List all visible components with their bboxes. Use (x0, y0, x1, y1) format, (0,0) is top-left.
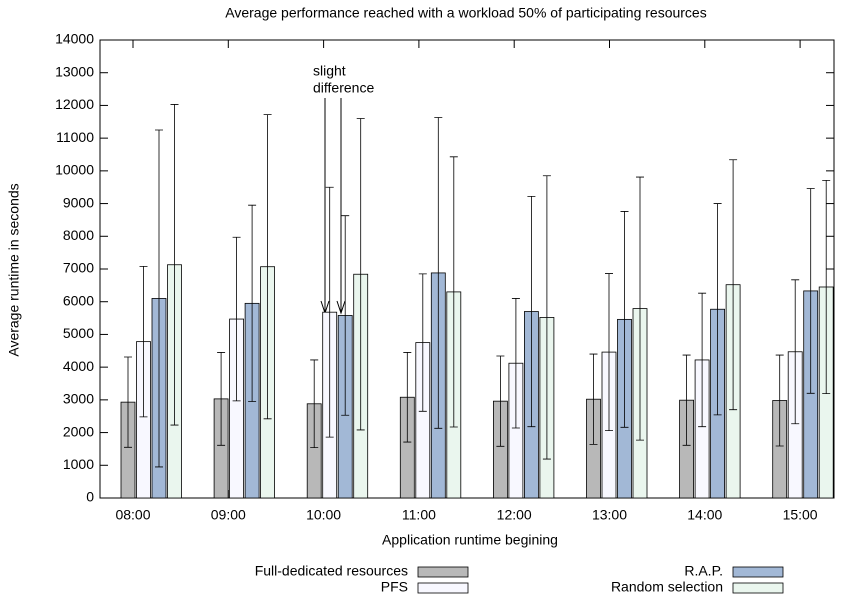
y-tick-label: 4000 (63, 358, 94, 374)
legend-label: R.A.P. (684, 563, 723, 579)
error-bar (511, 298, 520, 429)
legend-label: Random selection (611, 579, 723, 595)
legend-swatch (417, 582, 469, 594)
legend-swatch (732, 566, 784, 578)
error-bar (682, 354, 691, 446)
x-tick-label: 13:00 (592, 507, 627, 523)
legend-swatch (732, 582, 784, 594)
x-tick-label: 11:00 (402, 507, 436, 523)
x-axis-title: Application runtime begining (382, 532, 558, 548)
legend-label: Full-dedicated resources (255, 563, 408, 579)
x-tick-label: 15:00 (783, 507, 818, 523)
y-tick-label: 6000 (63, 292, 94, 308)
y-tick-label: 8000 (63, 227, 94, 243)
chart-title: Average performance reached with a workl… (225, 5, 706, 21)
legend-swatch (417, 566, 469, 578)
y-tick-label: 9000 (63, 194, 94, 210)
x-tick-label: 14:00 (687, 507, 722, 523)
error-bar (341, 215, 350, 416)
y-tick-label: 13000 (55, 63, 94, 79)
error-bar (589, 353, 598, 445)
y-tick-label: 10000 (55, 162, 94, 178)
error-bar (170, 104, 179, 426)
error-bar (729, 159, 738, 411)
x-tick-label: 08:00 (115, 507, 150, 523)
y-tick-label: 5000 (63, 325, 94, 341)
error-bar (775, 354, 784, 447)
error-bar (248, 204, 257, 402)
error-bar (791, 279, 800, 425)
error-bar (620, 211, 629, 428)
error-bar (310, 359, 319, 449)
y-tick-label: 1000 (63, 456, 94, 472)
y-axis-title: Average runtime in seconds (6, 183, 22, 356)
error-bar (713, 203, 722, 416)
error-bar (527, 195, 536, 428)
legend-label: PFS (381, 579, 408, 595)
error-bar (434, 117, 443, 429)
error-bar (325, 186, 334, 438)
error-bar (124, 356, 132, 448)
y-tick-label: 12000 (55, 96, 94, 112)
error-bar (542, 175, 551, 460)
error-bar (139, 265, 148, 418)
y-tick-label: 3000 (63, 391, 94, 407)
annotation: difference (313, 80, 374, 96)
error-bar (449, 156, 458, 428)
error-bar (698, 292, 707, 428)
error-bar (155, 129, 163, 468)
x-tick-label: 10:00 (306, 507, 341, 523)
y-tick-label: 7000 (63, 260, 94, 276)
error-bar (605, 273, 613, 432)
error-bar (403, 352, 412, 443)
error-bar (356, 118, 365, 431)
error-bar (232, 236, 241, 402)
error-bar (636, 176, 644, 441)
y-tick-label: 11000 (56, 129, 94, 145)
y-tick-label: 0 (86, 489, 94, 505)
x-tick-label: 09:00 (211, 507, 246, 523)
y-tick-label: 2000 (63, 423, 94, 439)
error-bar (822, 179, 831, 395)
arrow (336, 98, 346, 315)
error-bar (263, 114, 272, 420)
error-bar (217, 352, 226, 446)
arrow (320, 98, 330, 315)
annotation-arrows (320, 98, 346, 315)
x-tick-label: 12:00 (497, 507, 532, 523)
error-bar (806, 188, 815, 394)
error-bar (496, 355, 505, 447)
error-bar (418, 273, 427, 412)
annotation: slight (313, 63, 346, 79)
y-tick-label: 14000 (55, 31, 94, 47)
